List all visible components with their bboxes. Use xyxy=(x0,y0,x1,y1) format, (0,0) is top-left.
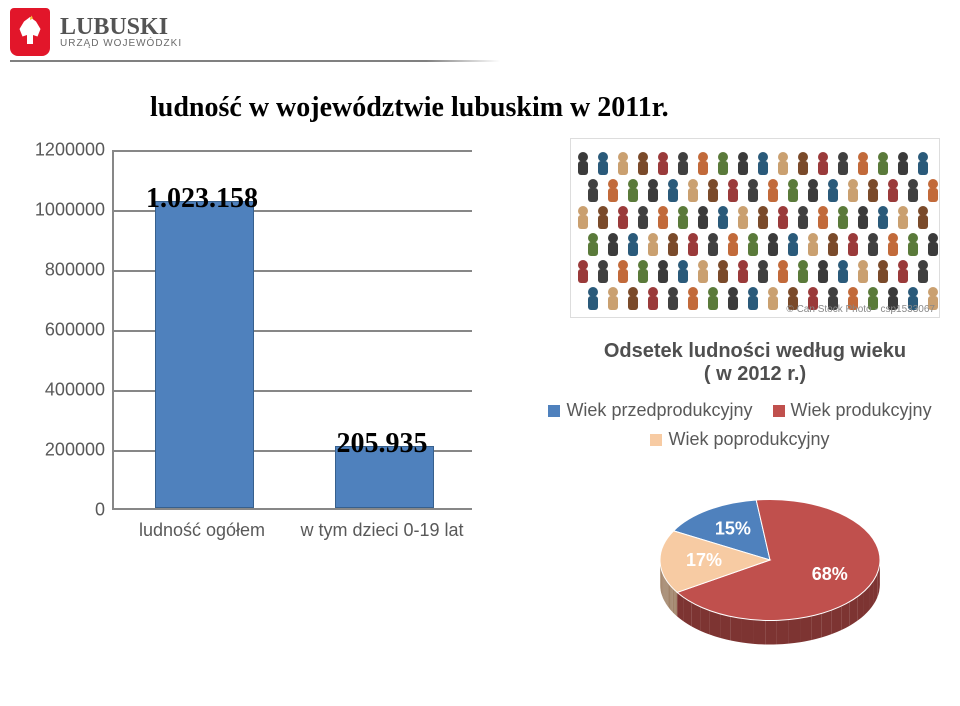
y-axis-label: 400000 xyxy=(20,380,105,401)
header-underline xyxy=(10,60,500,62)
x-axis-label: ludność ogółem xyxy=(112,520,292,541)
bar xyxy=(155,201,254,508)
svg-text:68%: 68% xyxy=(812,564,848,584)
brand-text: LUBUSKI URZĄD WOJEWÓDZKI xyxy=(60,15,182,49)
brand-title: LUBUSKI xyxy=(60,15,182,39)
pie-chart: 15% 68% 17% xyxy=(640,470,900,680)
gridline xyxy=(114,150,472,152)
pie-chart-title: Odsetek ludności według wieku( w 2012 r.… xyxy=(570,340,940,386)
legend-item: Wiek poprodukcyjny xyxy=(650,429,829,450)
pie-svg: 15% 68% 17% xyxy=(640,470,900,680)
y-axis-label: 600000 xyxy=(20,320,105,341)
header: LUBUSKI URZĄD WOJEWÓDZKI xyxy=(10,8,182,56)
legend-row: Wiek poprodukcyjny xyxy=(520,429,960,450)
legend-swatch xyxy=(650,434,662,446)
pie-legend: Wiek przedprodukcyjny Wiek produkcyjny W… xyxy=(520,400,960,458)
legend-label: Wiek przedprodukcyjny xyxy=(566,400,752,421)
legend-swatch xyxy=(773,405,785,417)
logo-crest xyxy=(10,8,50,56)
y-axis-label: 0 xyxy=(20,500,105,521)
svg-text:17%: 17% xyxy=(686,550,722,570)
legend-label: Wiek poprodukcyjny xyxy=(668,429,829,450)
y-axis-label: 1200000 xyxy=(20,140,105,161)
crowd-illustration: © Can Stock Photo - csp1533067 xyxy=(570,138,940,318)
eagle-icon xyxy=(15,14,45,50)
brand-subtitle: URZĄD WOJEWÓDZKI xyxy=(60,39,182,49)
legend-label: Wiek produkcyjny xyxy=(791,400,932,421)
legend-swatch xyxy=(548,405,560,417)
svg-text:15%: 15% xyxy=(715,519,751,539)
y-axis-label: 1000000 xyxy=(20,200,105,221)
x-axis-label: w tym dzieci 0-19 lat xyxy=(292,520,472,541)
bar-value-label: 205.935 xyxy=(282,428,482,460)
legend-item: Wiek produkcyjny xyxy=(773,400,932,421)
y-axis-label: 200000 xyxy=(20,440,105,461)
legend-row: Wiek przedprodukcyjny Wiek produkcyjny xyxy=(520,400,960,421)
image-credit: © Can Stock Photo - csp1533067 xyxy=(786,304,935,315)
page-title: ludność w województwie lubuskim w 2011r. xyxy=(150,92,669,124)
y-axis-label: 800000 xyxy=(20,260,105,281)
bar-value-label: 1.023.158 xyxy=(102,183,302,215)
legend-item: Wiek przedprodukcyjny xyxy=(548,400,752,421)
crowd-svg xyxy=(571,139,940,318)
bar-chart: 0200000400000600000800000100000012000001… xyxy=(20,150,485,580)
